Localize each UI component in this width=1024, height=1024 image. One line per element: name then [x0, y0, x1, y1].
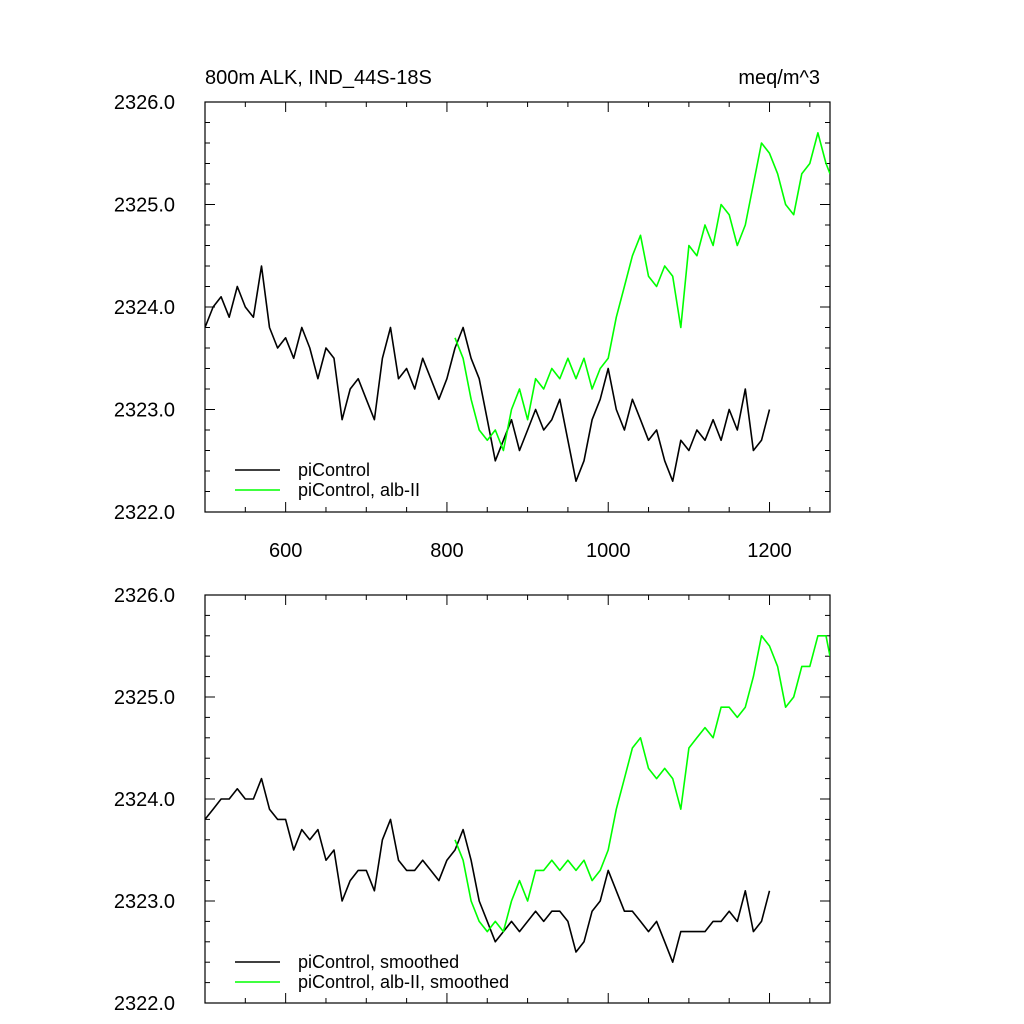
y-tick-label: 2325.0: [114, 687, 175, 709]
y-tick-label: 2322.0: [114, 993, 175, 1015]
x-tick-label: 600: [269, 540, 302, 562]
y-tick-label: 2325.0: [114, 195, 175, 217]
legend-label: piControl, alb-II: [298, 480, 420, 500]
y-tick-label: 2323.0: [114, 891, 175, 913]
panel-title: 800m ALK, IND_44S-18S: [205, 67, 432, 89]
x-tick-label: 1200: [747, 540, 792, 562]
legend-label: piControl, smoothed: [298, 952, 459, 972]
series-line-picontrol-smoothed: [205, 777, 771, 964]
x-tick-label: 1000: [586, 540, 631, 562]
y-tick-label: 2324.0: [114, 789, 175, 811]
legend-label: piControl: [298, 460, 370, 480]
series-line-picontrol-alb-ii-smoothed: [454, 634, 830, 933]
series-line-picontrol: [205, 265, 771, 483]
y-tick-label: 2323.0: [114, 400, 175, 422]
bottom-plot-area: 2322.0 2323.0 2324.0 2325.0 2326.0 piControl,…: [114, 585, 831, 1015]
y-tick-label: 2326.0: [114, 92, 175, 114]
top-panel: 800m ALK, IND_44S-18S meq/m^3 2322.0 2323…: [114, 67, 831, 562]
legend-label: piControl, alb-II, smoothed: [298, 972, 509, 992]
y-tick-label: 2322.0: [114, 502, 175, 524]
top-plot-area: 2322.0 2323.0 2324.0 2325.0 2326.0 600 800 1000…: [114, 92, 831, 562]
units-label: meq/m^3: [738, 67, 820, 89]
y-tick-label: 2326.0: [114, 585, 175, 607]
x-tick-label: 800: [430, 540, 463, 562]
y-tick-label: 2324.0: [114, 297, 175, 319]
bottom-panel: 2322.0 2323.0 2324.0 2325.0 2326.0 piControl,…: [114, 585, 831, 1015]
series-line-picontrol-alb-ii: [454, 132, 830, 452]
